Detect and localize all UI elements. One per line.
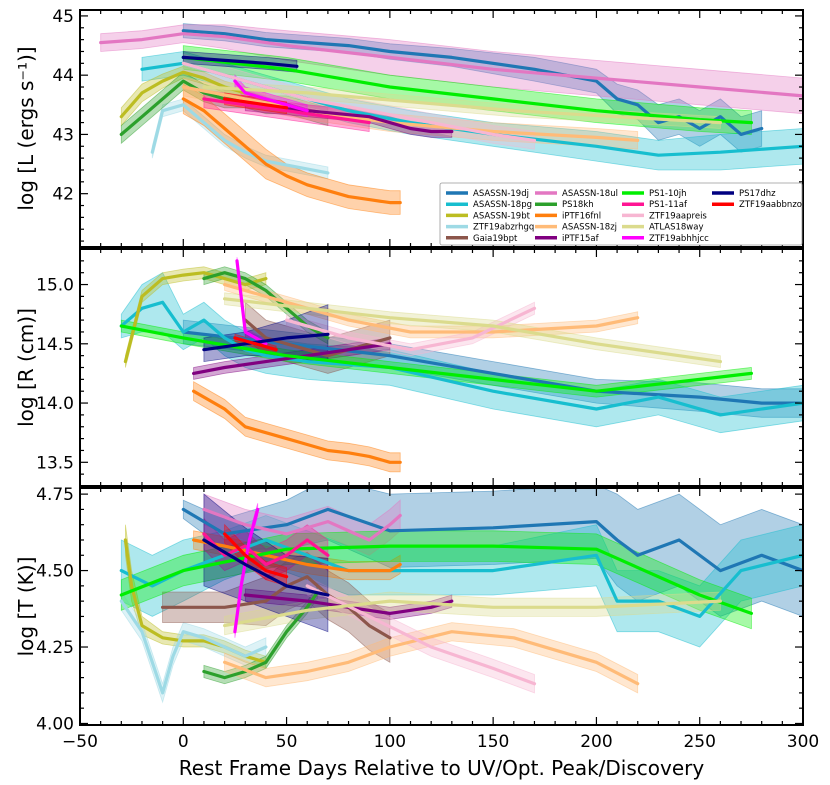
band-temp-asassn-19dj: [182, 488, 803, 617]
legend-entry: PS17dhz: [739, 189, 776, 199]
ytick-label-lum: 44: [52, 66, 74, 86]
line-radius-atlas18way: [223, 297, 723, 364]
x-axis-label: Rest Frame Days Relative to UV/Opt. Peak…: [179, 756, 705, 780]
xtick-label: 100: [374, 732, 406, 752]
legend-entry: ASASSN-19dj: [473, 189, 529, 199]
xtick-label: 50: [276, 732, 298, 752]
ylabel-lum: log [L (ergs s⁻¹)]: [14, 46, 38, 210]
ytick-label-lum: 43: [52, 125, 74, 145]
line-temp-ps1-11af: [202, 532, 330, 567]
line-lum-asassn-19dj: [181, 29, 764, 136]
line-lum-iptf15af: [243, 103, 454, 134]
ytick-label-radius: 14.0: [36, 394, 74, 414]
legend-entry: ASASSN-18pg: [473, 200, 532, 210]
xtick-label: 250: [683, 732, 715, 752]
xtick-label: 150: [477, 732, 509, 752]
line-radius-asassn-19bt: [123, 271, 268, 364]
ytick-label-temp: 4.50: [36, 562, 74, 582]
legend-entry: Gaia19bpt: [473, 234, 518, 244]
legend-entry: PS18kh: [562, 200, 594, 210]
legend-entry: ZTF19abhhjcc: [649, 234, 709, 244]
line-lum-ztf19aapreis: [181, 61, 537, 142]
legend-entry: ZTF19abzrhgq: [473, 223, 534, 233]
legend-entry: ASASSN-18ul: [562, 189, 618, 199]
plot-area-lum: [99, 23, 803, 215]
ytick-label-radius: 14.5: [36, 335, 74, 355]
ytick-label-temp: 4.25: [36, 638, 74, 658]
xtick-label: 300: [787, 732, 819, 752]
band-radius-iptf16fnl: [193, 381, 401, 473]
panel-radius: 13.5 14.0 14.5 15.0 log [R (cm)]: [14, 248, 804, 487]
line-temp-ztf19aabbnzo: [223, 532, 289, 579]
line-radius-asassn-18pg: [119, 300, 803, 417]
line-lum-asassn-18ul: [99, 32, 803, 98]
line-radius-asassn-18zj: [223, 283, 640, 334]
panel-lum: 42 43 44 45 log [L (ergs s⁻¹)]: [14, 7, 804, 248]
line-lum-asassn-19bt: [119, 70, 268, 119]
legend-entry: ZTF19aapreis: [649, 211, 707, 221]
line-temp-ps17dhz: [202, 538, 330, 597]
line-radius-ps17dhz: [202, 332, 330, 352]
line-temp-ps1-10jh: [119, 544, 754, 616]
line-temp-asassn-18ul: [202, 507, 402, 542]
line-radius-ps1-10jh: [119, 324, 754, 393]
line-temp-iptf16fnl: [192, 538, 402, 573]
line-lum-ps1-10jh: [181, 55, 754, 125]
legend-entry: PS1-10jh: [649, 189, 687, 199]
line-temp-iptf15af: [243, 593, 454, 616]
line-lum-ztf19abhhjcc: [233, 79, 309, 113]
line-radius-ztf19abhhjcc: [235, 259, 268, 346]
line-temp-asassn-19dj: [181, 507, 803, 573]
plot-area-radius: [119, 257, 803, 473]
legend-entry: PS1-11af: [649, 200, 688, 210]
ytick-label-temp: 4.00: [36, 714, 74, 734]
band-temp-asassn-18zj: [224, 622, 639, 694]
ylabel-temp: log [T (K)]: [14, 557, 38, 657]
xtick-label: −50: [62, 732, 98, 752]
ytick-label-lum: 42: [52, 185, 74, 205]
legend-entry: iPTF16fnl: [562, 211, 601, 221]
band-temp-atlas18way: [224, 591, 721, 636]
ytick-label-temp: 4.75: [36, 485, 74, 505]
legend-box: [439, 182, 803, 246]
legend-entry: ATLAS18way: [649, 223, 704, 233]
legend-entry: ASASSN-19bt: [473, 211, 531, 221]
line-radius-iptf15af: [192, 342, 392, 375]
legend-entry: ZTF19aabbnzo: [739, 200, 802, 210]
legend-entry: iPTF15af: [562, 234, 600, 244]
xtick-label: 0: [178, 732, 189, 752]
ytick-label-radius: 13.5: [36, 453, 74, 473]
line-lum-iptf16fnl: [181, 97, 402, 205]
frame-temp: [79, 487, 804, 726]
ylabel-radius: log [R (cm)]: [14, 308, 38, 427]
line-radius-iptf16fnl: [192, 389, 402, 464]
line-lum-ztf19aabbnzo: [223, 97, 289, 110]
plot-area-temp: [119, 488, 803, 704]
line-temp-asassn-18zj: [223, 630, 640, 686]
line-temp-ztf19abzrhgq: [119, 599, 268, 695]
line-radius-ztf19aapreis: [285, 306, 537, 352]
line-radius-asassn-19dj: [181, 330, 803, 405]
ytick-label-radius: 15.0: [36, 276, 74, 296]
line-lum-ps17dhz: [181, 55, 299, 68]
line-temp-ps18kh: [202, 590, 320, 680]
line-temp-gaia19bpt: [161, 575, 392, 640]
line-temp-atlas18way: [223, 599, 723, 628]
band-lum-asassn-18ul: [100, 24, 803, 115]
xtick-label: 200: [580, 732, 612, 752]
line-lum-atlas18way: [202, 85, 723, 125]
line-radius-ztf19aabbnzo: [233, 336, 278, 352]
legend-entry: ASASSN-18zj: [562, 223, 617, 233]
panel-temp: 4.00 4.25 4.50 4.75 log [T (K)]: [14, 485, 804, 734]
ytick-label-lum: 45: [52, 7, 74, 27]
line-lum-ps1-11af: [202, 97, 371, 125]
frame-lum: [79, 9, 804, 248]
